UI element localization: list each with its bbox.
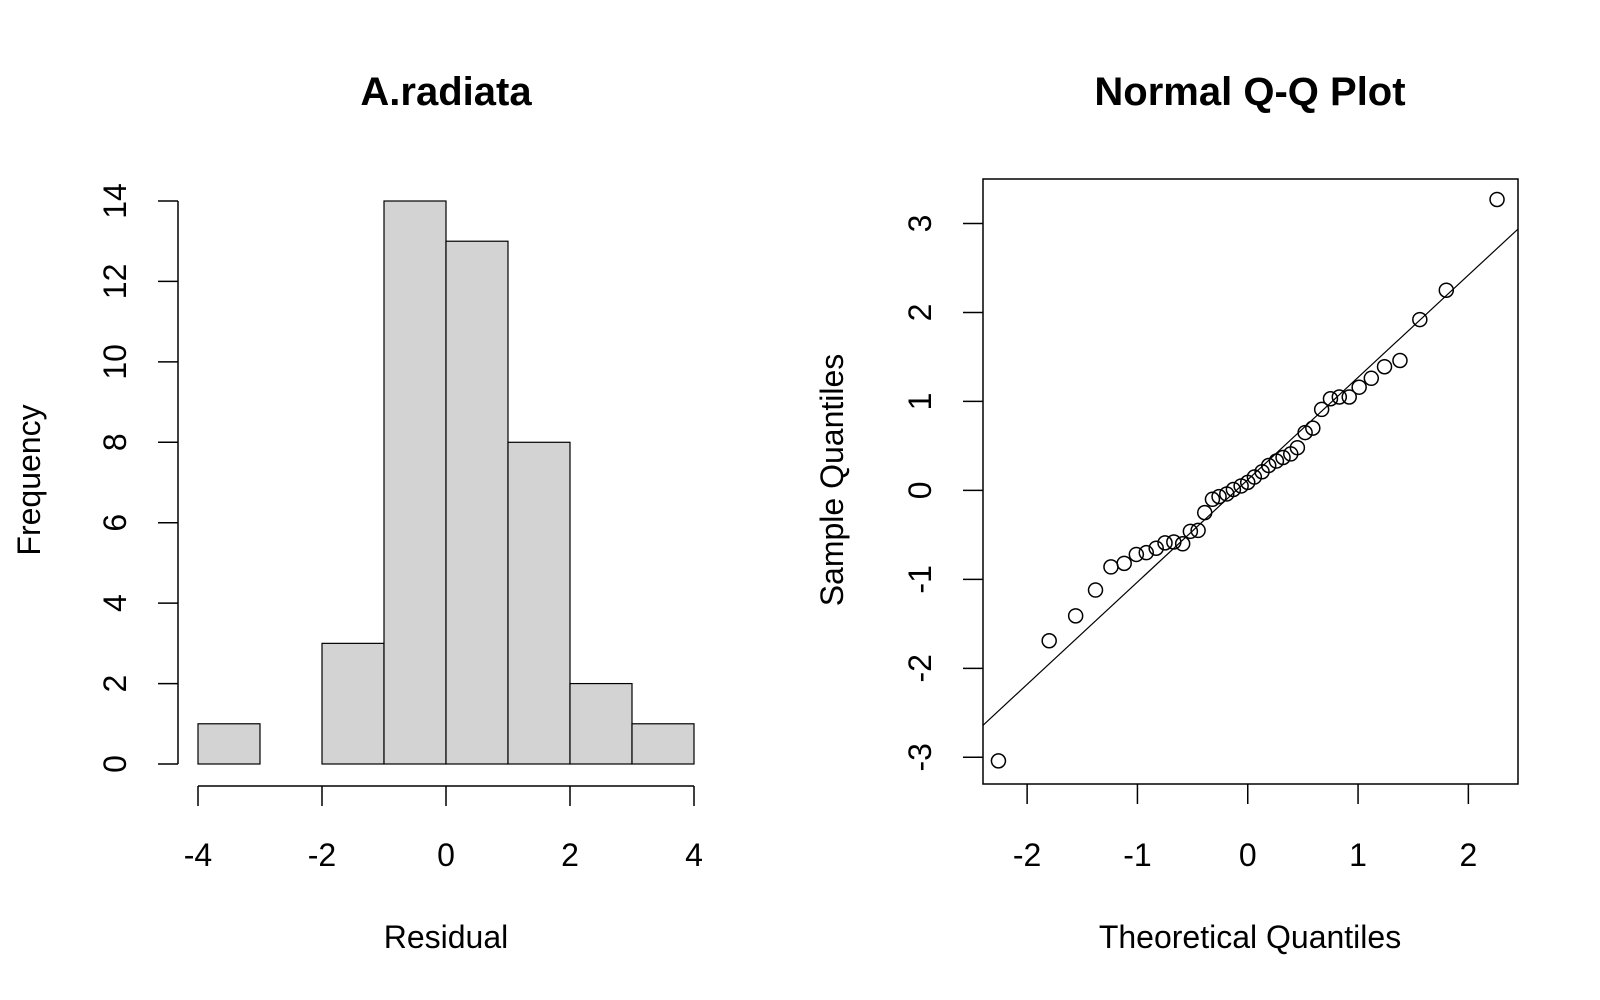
- qq-x-tick-label: -1: [1123, 837, 1151, 873]
- qq-point: [1351, 379, 1367, 395]
- qq-point: [1297, 424, 1313, 441]
- qq-point: [1376, 358, 1393, 375]
- qq-point: [1489, 191, 1505, 208]
- qq-reference-line: [983, 228, 1518, 727]
- qq-points: [990, 191, 1505, 769]
- histogram-y-tick-label: 4: [97, 594, 133, 612]
- histogram-y-tick-label: 6: [97, 514, 133, 532]
- qq-point: [1363, 370, 1380, 387]
- qq-point: [1174, 536, 1191, 552]
- qq-point: [1331, 389, 1348, 405]
- histogram-bar: [507, 441, 571, 765]
- histogram-bar: [383, 200, 447, 765]
- qq-x-tick-label: 0: [1239, 837, 1257, 873]
- histogram-ylabel: Frequency: [11, 404, 47, 555]
- qq-point: [1128, 546, 1145, 563]
- histogram-x-tick-label: 4: [685, 837, 703, 873]
- histogram-x-axis: -4 -2 0 2 4: [184, 785, 703, 873]
- histogram-y-tick-label: 14: [97, 183, 133, 219]
- qq-x-tick-label: 2: [1459, 837, 1477, 873]
- qq-y-tick-label: 2: [902, 304, 938, 322]
- qq-point: [1103, 559, 1119, 575]
- qq-line: [983, 228, 1518, 727]
- qq-point: [1225, 481, 1242, 498]
- qq-xlabel: Theoretical Quantiles: [1099, 919, 1401, 955]
- qq-point: [1204, 491, 1221, 508]
- qq-point: [1341, 389, 1357, 405]
- histogram-y-axis: 0 2 4 6 8 10 12 14: [97, 183, 179, 773]
- qq-point: [1260, 457, 1277, 474]
- histogram-bar: [569, 682, 633, 765]
- histogram-x-tick-label: 2: [561, 837, 579, 873]
- histogram-title: A.radiata: [360, 70, 532, 114]
- qq-x-tick-label: -2: [1013, 837, 1041, 873]
- histogram-y-tick-label: 10: [97, 344, 133, 380]
- qq-point: [1211, 488, 1227, 505]
- qq-point: [1041, 633, 1057, 649]
- qq-point: [1305, 420, 1321, 436]
- qq-panel: Normal Q-Q Plot Theoretical Quantiles Sa…: [814, 70, 1519, 955]
- qq-y-axis: -3 -2 -1 0 1 2 3: [902, 215, 983, 772]
- qq-point: [1289, 439, 1306, 456]
- qq-y-tick-label: 3: [902, 215, 938, 233]
- histogram-x-tick-label: -2: [308, 837, 336, 873]
- histogram-y-tick-label: 2: [97, 675, 133, 693]
- qq-point: [1196, 504, 1213, 521]
- qq-x-tick-label: 1: [1349, 837, 1367, 873]
- qq-point: [1067, 608, 1084, 624]
- qq-point: [1116, 555, 1132, 572]
- histogram-bars: [197, 200, 695, 765]
- histogram-y-tick-label: 8: [97, 433, 133, 451]
- histogram-bar: [631, 723, 695, 765]
- qq-x-axis: -2 -1 0 1 2: [1013, 784, 1477, 873]
- histogram-y-tick-label: 12: [97, 264, 133, 300]
- qq-point: [1438, 282, 1455, 298]
- qq-plot-box: [982, 178, 1519, 785]
- qq-point: [1138, 544, 1155, 561]
- qq-point: [1392, 352, 1408, 369]
- qq-point: [1412, 311, 1428, 328]
- histogram-bar: [197, 723, 261, 765]
- histogram-x-tick-label: -4: [184, 837, 212, 873]
- qq-point: [1087, 582, 1104, 598]
- qq-point: [1246, 469, 1263, 485]
- histogram-xlabel: Residual: [384, 919, 509, 955]
- histogram-bar: [445, 240, 509, 765]
- qq-y-tick-label: -2: [902, 654, 938, 682]
- qq-y-tick-label: -1: [902, 565, 938, 593]
- qq-y-tick-label: 0: [902, 481, 938, 499]
- qq-title: Normal Q-Q Plot: [1094, 70, 1405, 114]
- histogram-bar: [321, 642, 385, 765]
- qq-point: [1166, 534, 1182, 550]
- qq-point: [1275, 449, 1291, 466]
- qq-point: [1157, 535, 1173, 551]
- qq-point: [990, 753, 1007, 769]
- histogram-x-tick-label: 0: [437, 837, 455, 873]
- qq-point: [1148, 540, 1164, 556]
- histogram-y-tick-label: 0: [97, 755, 133, 773]
- qq-ylabel: Sample Quantiles: [814, 354, 850, 607]
- qq-point: [1322, 391, 1339, 407]
- histogram-panel: A.radiata Residual Frequency -4 -2 0 2 4 0 2 4…: [11, 70, 703, 955]
- qq-point: [1313, 401, 1330, 418]
- qq-y-tick-label: -3: [902, 743, 938, 771]
- qq-point: [1182, 523, 1199, 540]
- qq-y-tick-label: 1: [902, 393, 938, 411]
- qq-point: [1190, 522, 1206, 539]
